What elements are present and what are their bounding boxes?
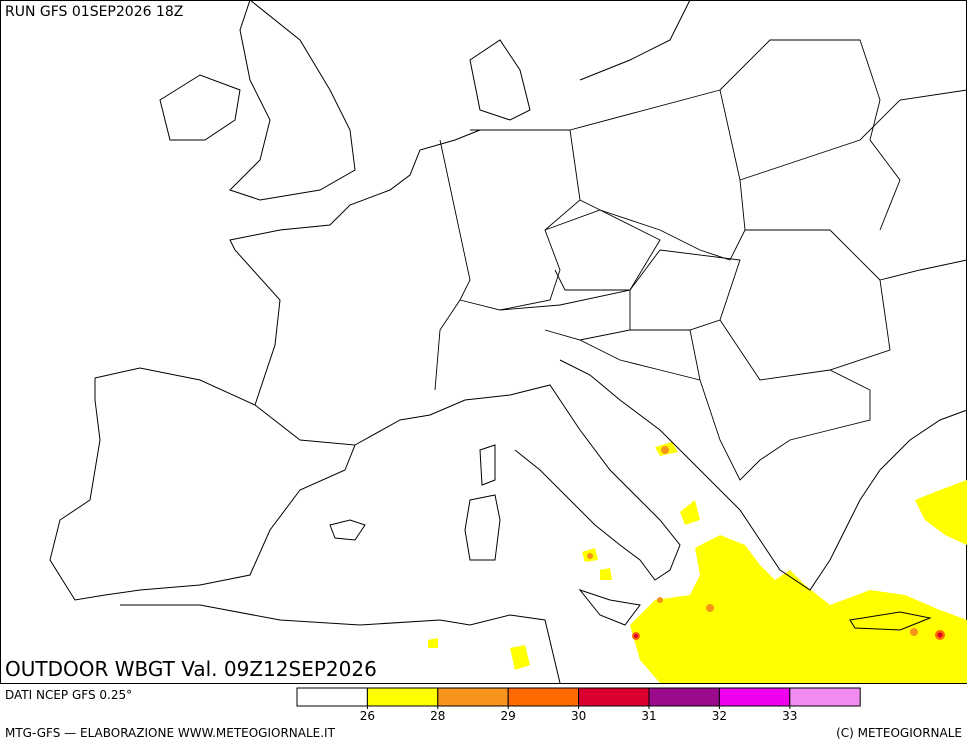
footer-left: MTG-GFS — ELABORAZIONE WWW.METEOGIORNALE…: [5, 726, 336, 740]
legend-box: [648, 687, 720, 707]
legend-tick-label: 28: [430, 709, 445, 723]
legend-box: [366, 687, 439, 707]
run-label: RUN GFS 01SEP2026 18Z: [5, 4, 183, 20]
legend-tick-label: 26: [360, 709, 375, 723]
legend-box: [437, 687, 509, 707]
legend-box: [789, 687, 861, 707]
legend-tick-label: 30: [571, 709, 586, 723]
legend-tick-label: 29: [501, 709, 516, 723]
map-frame: [0, 0, 967, 684]
wbgt-hot-spots: [587, 446, 945, 640]
legend-box: [578, 687, 650, 707]
map-title: OUTDOOR WBGT Val. 09Z12SEP2026: [5, 657, 377, 681]
legend-box: [507, 687, 580, 707]
coastlines: [49, 0, 968, 684]
legend-tick-label: 33: [782, 709, 797, 723]
color-legend: 26 28 29 30 31 32 33: [296, 687, 861, 723]
footer-right: (C) METEOGIORNALE: [836, 726, 962, 740]
legend-tick-label: 31: [641, 709, 656, 723]
wbgt-areas: [428, 442, 967, 683]
legend-box: [718, 687, 791, 707]
borders: [434, 39, 968, 481]
legend-tick-label: 32: [712, 709, 727, 723]
data-source: DATI NCEP GFS 0.25°: [5, 688, 132, 702]
legend-box: [296, 687, 368, 707]
